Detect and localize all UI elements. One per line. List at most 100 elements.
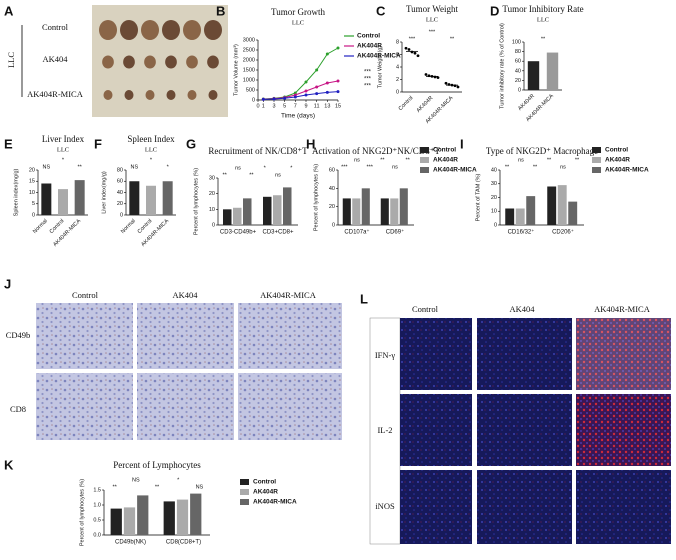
row-label: CD8 <box>10 404 26 414</box>
chart-title: Recruitment of NK/CD8⁺T <box>208 146 308 156</box>
legend-swatch <box>592 147 601 153</box>
y-axis-label: Percent of TAM (%) <box>475 173 481 221</box>
legend-swatch <box>592 167 601 173</box>
marker <box>272 97 276 101</box>
legend-swatch <box>420 147 429 153</box>
y-tick-label: 60 <box>329 167 335 173</box>
x-tick-label: 3 <box>272 103 275 109</box>
legend-label: AK404R-MICA <box>433 167 477 174</box>
y-tick-label: 0 <box>494 222 497 228</box>
annotation: NS <box>132 477 140 483</box>
marker <box>304 89 308 93</box>
annotation: ** <box>406 157 411 163</box>
chart-subtitle: LLC <box>292 19 304 26</box>
tumor <box>144 55 156 69</box>
annotation: NS <box>43 164 51 170</box>
tumor <box>103 90 113 100</box>
y-tick-label: 40 <box>329 186 335 192</box>
chart-title: Activation of NKG2D⁺NK/CD8⁺T <box>312 146 440 156</box>
bar <box>527 61 540 90</box>
point <box>456 85 460 89</box>
chart-title: Percent of Lymphocytes <box>113 460 201 470</box>
bar <box>163 501 175 535</box>
y-tick-label: 5 <box>32 201 35 207</box>
bar <box>515 208 525 225</box>
y-tick-label: 2500 <box>243 47 255 53</box>
annotation: * <box>167 164 170 170</box>
y-tick-label: 0 <box>518 87 521 93</box>
marker <box>336 79 340 83</box>
x-tick-label: AK404R <box>517 93 536 112</box>
y-axis-label: Spleen index(mg/g) <box>13 168 19 216</box>
bar <box>41 183 52 215</box>
legend-swatch <box>240 489 249 495</box>
marker <box>315 92 319 96</box>
y-tick-label: 10 <box>209 207 215 213</box>
row-label: Control <box>42 22 69 32</box>
marker <box>315 68 319 72</box>
chart-title: Tumor Inhibitory Rate <box>502 4 583 14</box>
bar <box>190 493 202 535</box>
legend-label: Control <box>357 33 380 40</box>
chart-title: Spleen Index <box>127 134 175 144</box>
marker <box>304 80 308 84</box>
y-tick-label: 20 <box>515 78 521 84</box>
tumor <box>186 55 198 69</box>
annotation: ns <box>392 164 398 170</box>
annotation: * <box>62 157 65 163</box>
column-label: AK404 <box>172 290 198 300</box>
bar <box>352 198 361 225</box>
bar <box>74 180 85 215</box>
column-label: Control <box>72 290 99 300</box>
row-label: IFN-γ <box>375 350 396 360</box>
annotation: *** <box>364 70 372 76</box>
legend-label: Control <box>433 147 456 154</box>
tumor <box>123 55 135 69</box>
annotation: ** <box>112 484 117 490</box>
annotation: ** <box>505 164 510 170</box>
point <box>433 75 437 79</box>
tumor <box>165 55 177 69</box>
tumor <box>187 90 197 100</box>
marker <box>283 96 287 100</box>
column-label: AK404R-MICA <box>594 304 651 314</box>
legend-swatch <box>240 479 249 485</box>
point <box>450 83 454 87</box>
tumor <box>141 20 159 40</box>
legend-label: Control <box>253 479 276 486</box>
row-label: CD49b <box>6 330 31 340</box>
legend-label: AK404R <box>253 489 278 496</box>
legend-swatch <box>420 167 429 173</box>
y-tick-label: 0 <box>32 212 35 218</box>
row-label: iNOS <box>375 501 395 511</box>
x-tick-label: Control <box>398 95 415 112</box>
y-tick-label: 20 <box>209 191 215 197</box>
annotation: ** <box>541 36 546 42</box>
y-tick-label: 1.0 <box>93 502 101 508</box>
column-label: AK404 <box>509 304 535 314</box>
annotation: ** <box>155 484 160 490</box>
x-tick-label: CD16/32⁺ <box>508 229 535 236</box>
bar <box>505 208 515 225</box>
bar <box>342 198 351 225</box>
point <box>430 74 434 78</box>
annotation: ** <box>223 172 228 178</box>
tumor <box>183 20 201 40</box>
bar <box>243 198 252 225</box>
tumor <box>102 55 114 69</box>
panel-letter: H <box>306 136 315 151</box>
marker <box>325 81 329 85</box>
annotation: ns <box>518 157 524 163</box>
x-tick-label: 7 <box>294 103 297 109</box>
x-tick-label: CD206⁺ <box>552 229 574 236</box>
y-axis-label: Liver index(mg/g) <box>101 171 107 214</box>
bar <box>123 507 136 535</box>
marker <box>261 97 265 101</box>
column-label: AK404R-MICA <box>260 290 317 300</box>
tumor <box>207 55 219 69</box>
point <box>404 46 408 50</box>
y-axis-label: Percent of lymphocytes (%) <box>193 168 199 235</box>
bar <box>176 499 189 535</box>
x-axis-label: Time (days) <box>281 113 315 120</box>
